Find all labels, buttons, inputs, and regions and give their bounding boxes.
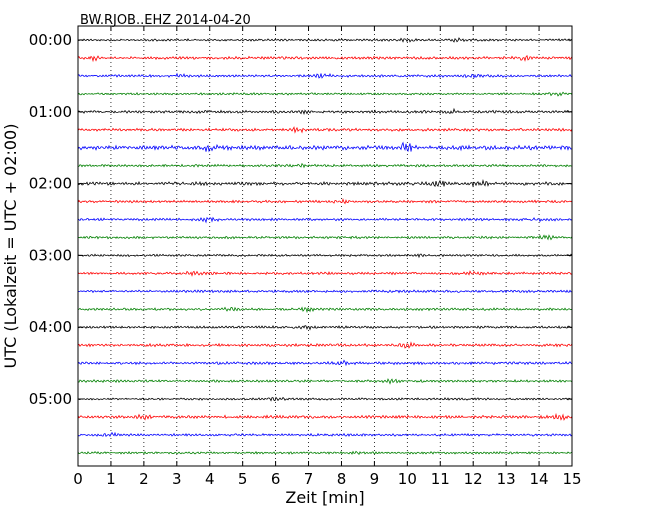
trace-0400: [77, 325, 573, 331]
trace-0215: [77, 198, 573, 205]
trace-group: [77, 37, 573, 456]
x-tick-label: 9: [370, 470, 380, 488]
trace-0430: [77, 359, 573, 367]
trace-0445: [77, 378, 573, 385]
x-tick-label: 15: [562, 470, 581, 488]
trace-0115: [77, 126, 573, 134]
trace-0300: [77, 253, 573, 259]
plot-frame: [77, 25, 573, 467]
x-tick-label: 2: [139, 470, 149, 488]
x-tick-label: 4: [205, 470, 215, 488]
trace-0015: [77, 54, 573, 63]
x-tick-label: 3: [172, 470, 182, 488]
y-tick-label: 00:00: [29, 31, 72, 49]
x-tick-label: 0: [73, 470, 83, 488]
grid-lines: [110, 26, 540, 466]
x-tick-label: 14: [530, 470, 549, 488]
y-tick-label: 05:00: [29, 390, 72, 408]
trace-0130: [77, 141, 573, 153]
x-tick-label: 7: [304, 470, 314, 488]
trace-0030: [77, 72, 573, 79]
y-tick-label: 04:00: [29, 318, 72, 336]
chart-title: BW.RJOB..EHZ 2014-04-20: [80, 13, 251, 28]
y-tick-label: 01:00: [29, 103, 72, 121]
y-tick-label: 02:00: [29, 175, 72, 193]
x-axis-label: Zeit [min]: [285, 488, 364, 507]
x-tick-label: 11: [431, 470, 450, 488]
x-tick-label: 12: [464, 470, 483, 488]
y-axis-label: UTC (Lokalzeit = UTC + 02:00): [1, 124, 20, 369]
x-tick-label: 1: [106, 470, 116, 488]
y-axis-ticks: 00:00 01:00 02:00 03:00 04:00 05:00: [29, 31, 572, 408]
x-tick-label: 6: [271, 470, 281, 488]
trace-0515: [77, 412, 573, 421]
trace-0415: [77, 341, 573, 349]
trace-0315: [77, 270, 573, 277]
trace-0145: [77, 162, 573, 169]
trace-0545: [77, 450, 573, 456]
trace-0045: [77, 91, 573, 97]
x-tick-label: 13: [497, 470, 516, 488]
x-axis-ticks: 0 1 2 3 4 5 6 7 8 9 10 11 12 13 14 15: [73, 26, 582, 488]
trace-0530: [77, 431, 573, 438]
y-tick-label: 03:00: [29, 246, 72, 264]
trace-0200: [77, 179, 573, 188]
x-tick-label: 8: [337, 470, 347, 488]
trace-0500: [77, 396, 573, 402]
trace-0230: [77, 216, 573, 224]
trace-0345: [77, 306, 573, 314]
trace-0245: [77, 234, 573, 241]
trace-0330: [77, 289, 573, 294]
x-tick-label: 10: [398, 470, 417, 488]
trace-0100: [77, 107, 573, 116]
x-tick-label: 5: [238, 470, 248, 488]
trace-0000: [77, 37, 573, 43]
